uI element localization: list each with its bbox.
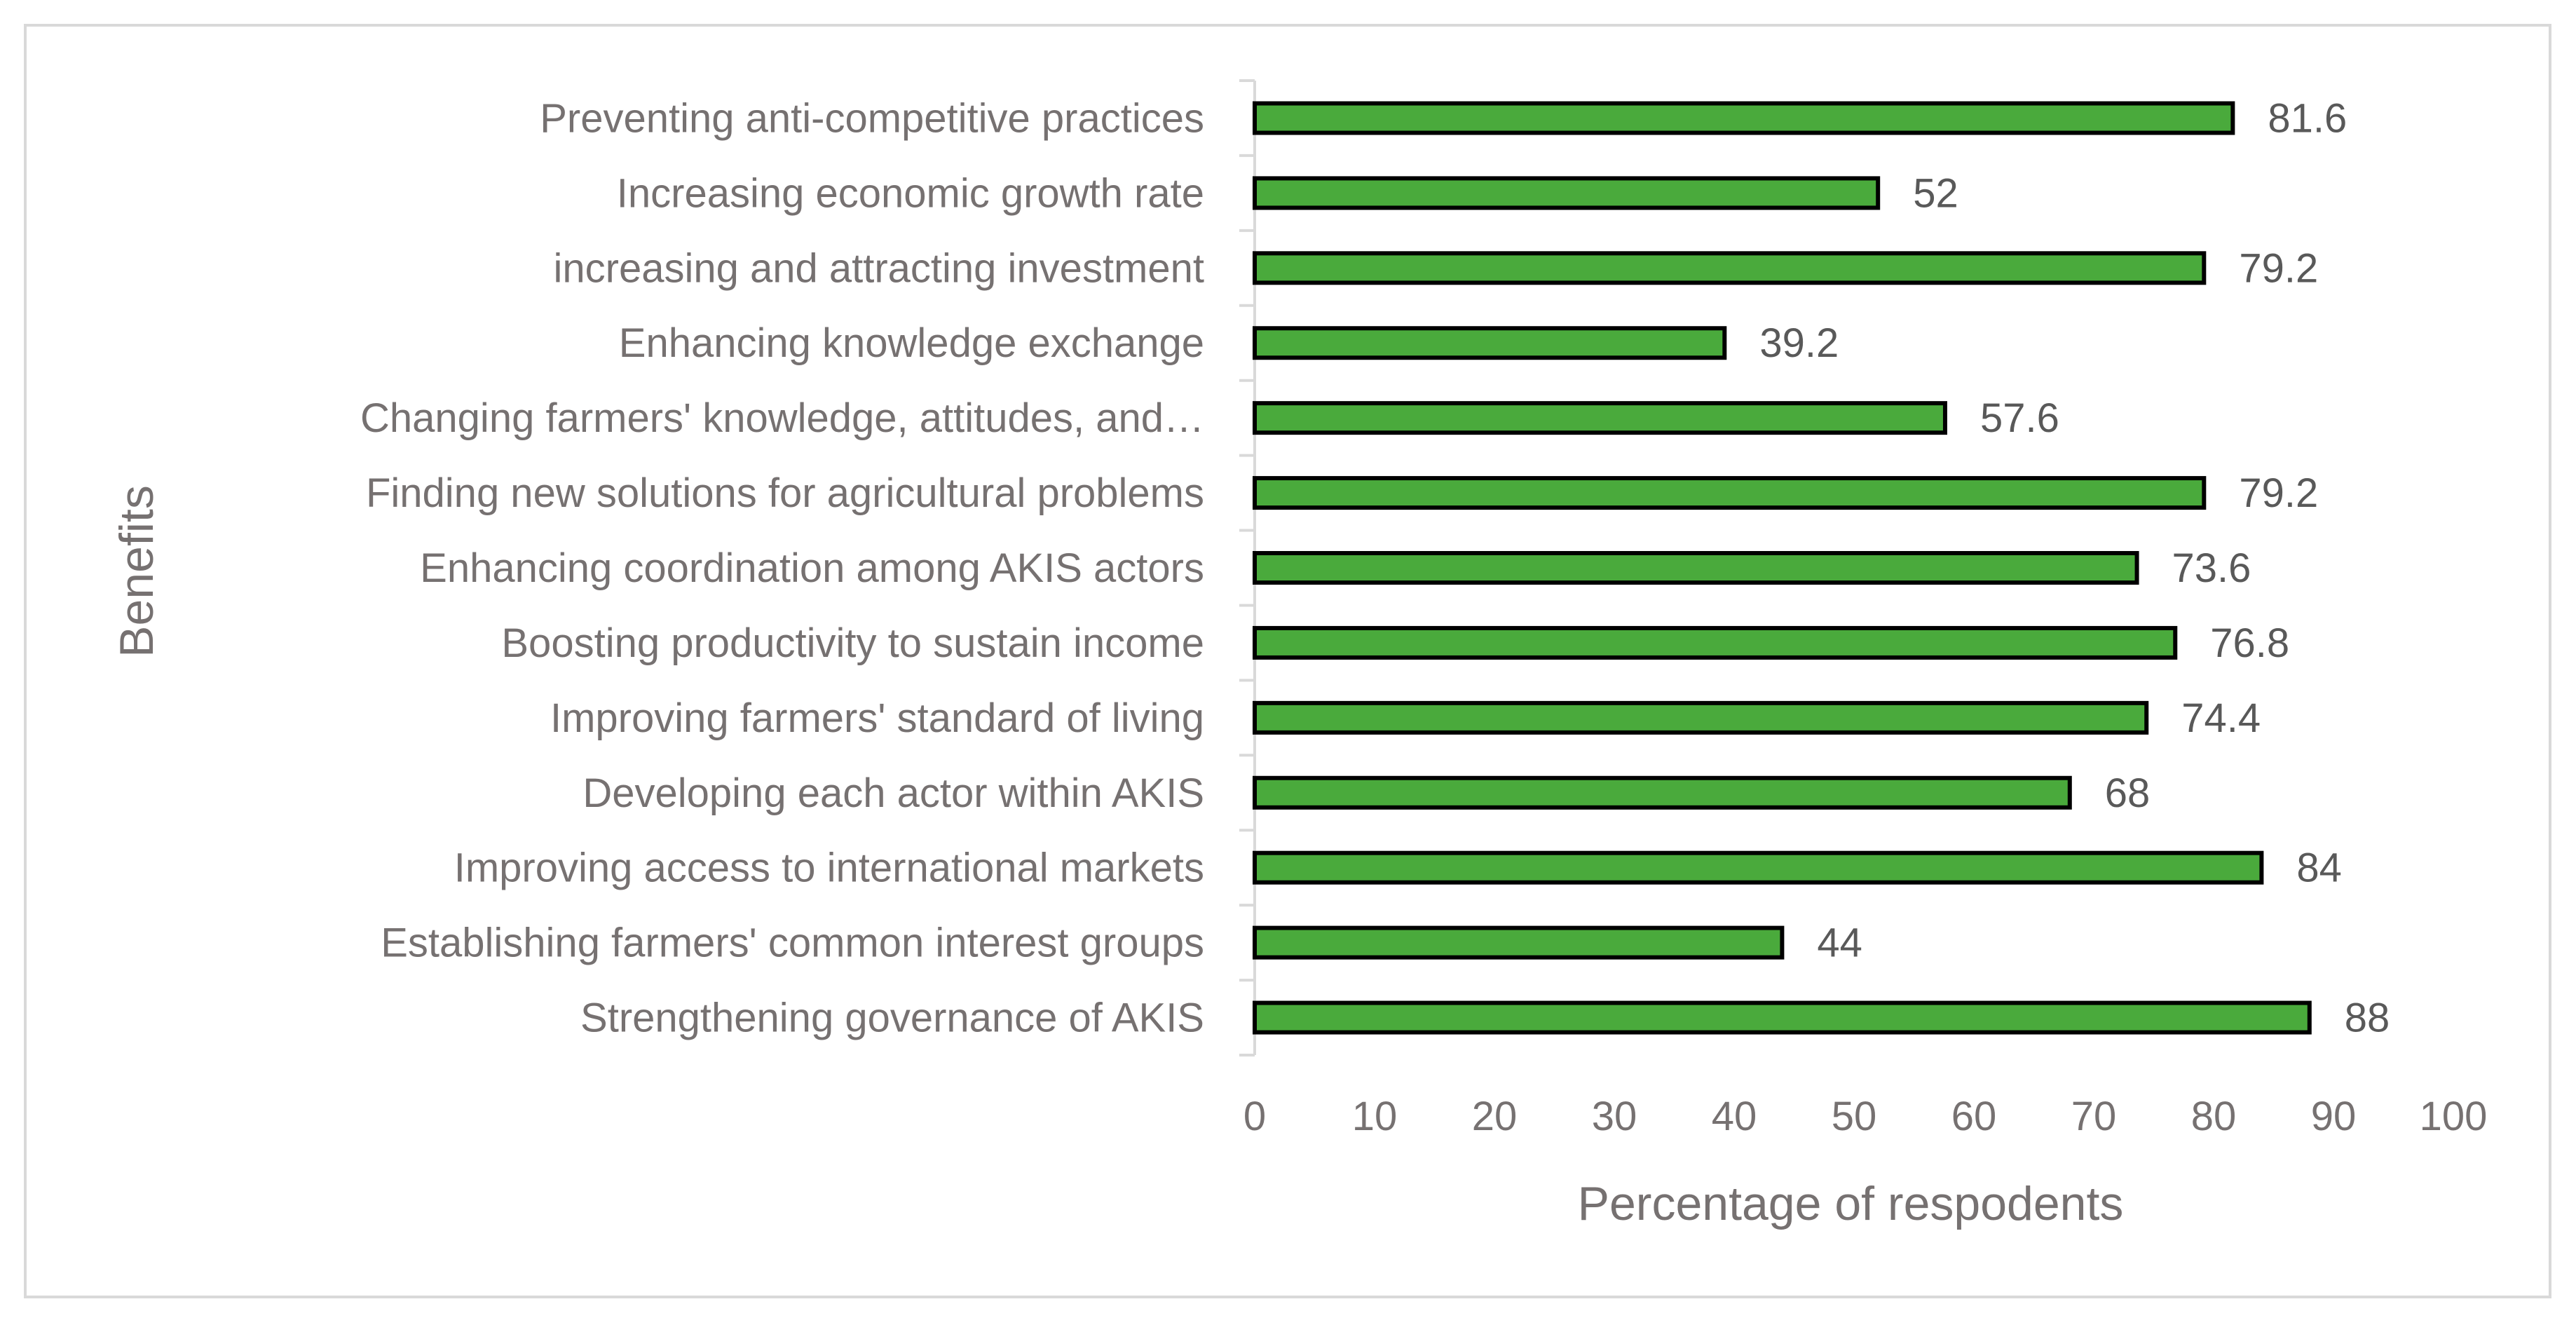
category-label: Improving access to international market… [454, 845, 1204, 891]
bar [1253, 1000, 2312, 1035]
data-label: 74.4 [2181, 695, 2261, 741]
category-label: Establishing farmers' common interest gr… [381, 920, 1204, 966]
chart-frame [24, 24, 2551, 1298]
data-label: 57.6 [1980, 395, 2059, 441]
data-label: 84 [2296, 845, 2342, 891]
category-label: Preventing anti-competitive practices [540, 95, 1204, 141]
bar [1253, 476, 2207, 510]
bar [1253, 551, 2139, 585]
data-label: 79.2 [2239, 245, 2318, 291]
data-label: 88 [2345, 996, 2390, 1041]
x-tick-label: 100 [2420, 1094, 2488, 1139]
category-label: Boosting productivity to sustain income [501, 620, 1204, 666]
bar [1253, 700, 2149, 735]
data-label: 52 [1913, 170, 1958, 216]
category-label: Strengthening governance of AKIS [580, 996, 1204, 1041]
x-tick-label: 70 [2071, 1094, 2117, 1139]
category-label: Enhancing coordination among AKIS actors [420, 545, 1204, 591]
axes [1239, 79, 1256, 1056]
x-tick-label: 90 [2311, 1094, 2357, 1139]
x-tick-label: 80 [2191, 1094, 2237, 1139]
data-labels: 81.6 52 79.2 39.2 57.6 79.2 73.6 76.8 74.4 68 84 44… [1759, 95, 2390, 1040]
x-tick-label: 30 [1592, 1094, 1637, 1139]
data-label: 81.6 [2268, 95, 2347, 141]
bar [1253, 625, 2178, 660]
bar [1253, 176, 1881, 210]
x-tick-label: 0 [1243, 1094, 1266, 1139]
data-label: 44 [1817, 920, 1862, 966]
bar [1253, 850, 2264, 885]
y-axis-title: Benefits [110, 485, 163, 658]
data-label: 79.2 [2239, 470, 2318, 516]
x-tick-label: 60 [1951, 1094, 1997, 1139]
bar [1253, 101, 2235, 135]
category-label: Changing farmers' knowledge, attitudes, … [360, 395, 1204, 441]
category-label: Improving farmers' standard of living [550, 695, 1204, 741]
x-tick-label: 20 [1472, 1094, 1518, 1139]
bar [1253, 326, 1727, 360]
category-labels: Preventing anti-competitive practices Inc… [360, 95, 1204, 1040]
x-tick-label: 40 [1712, 1094, 1757, 1139]
data-label: 39.2 [1759, 320, 1839, 366]
data-label: 76.8 [2210, 620, 2289, 666]
data-label: 73.6 [2172, 545, 2251, 591]
category-label: increasing and attracting investment [553, 245, 1204, 291]
category-label: Developing each actor within AKIS [582, 770, 1204, 816]
x-tick-label: 10 [1352, 1094, 1398, 1139]
bar [1253, 775, 2072, 810]
category-label: Finding new solutions for agricultural p… [366, 470, 1204, 516]
bar [1253, 925, 1785, 960]
category-label: Enhancing knowledge exchange [619, 320, 1204, 366]
x-axis-title: Percentage of respodents [1578, 1177, 2124, 1230]
bars [1253, 101, 2312, 1035]
x-tick-labels: 0 10 20 30 40 50 60 70 80 90 100 [1243, 1094, 2488, 1139]
data-label: 68 [2105, 770, 2151, 816]
category-label: Increasing economic growth rate [617, 170, 1204, 216]
bar [1253, 251, 2207, 285]
x-tick-label: 50 [1832, 1094, 1877, 1139]
bar [1253, 401, 1947, 435]
